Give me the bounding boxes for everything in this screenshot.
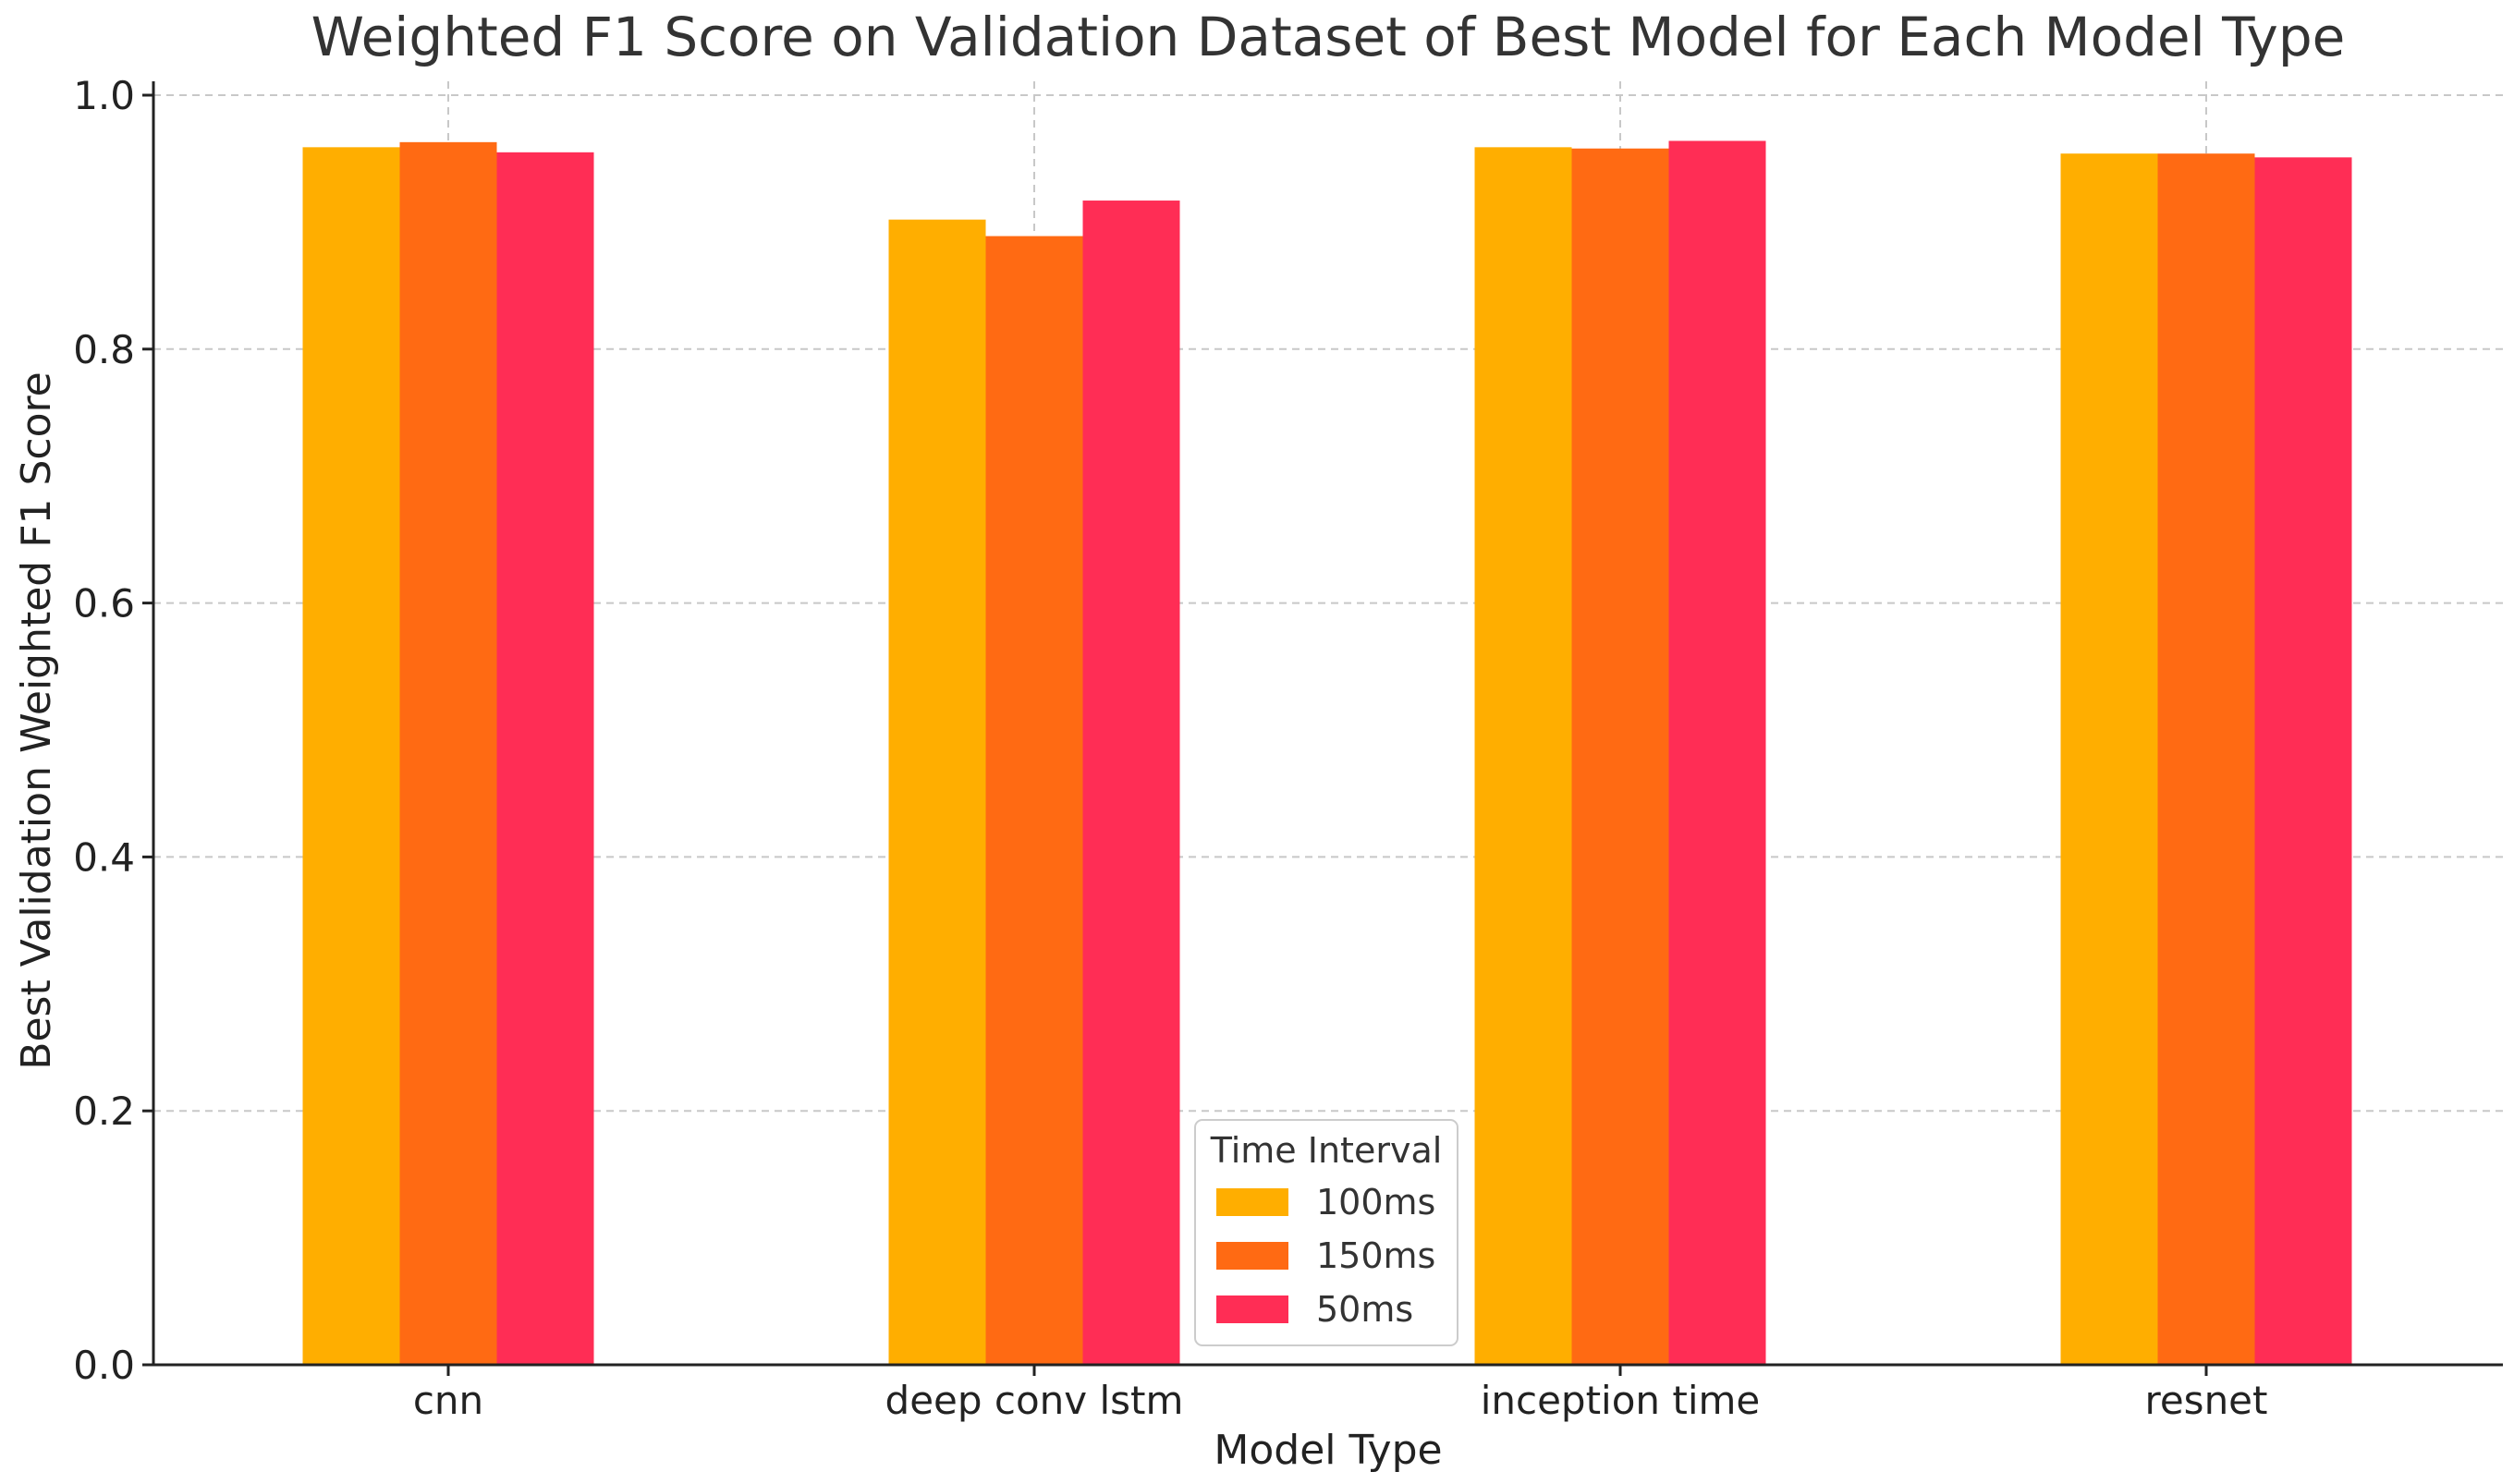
legend-label-100ms: 100ms: [1316, 1182, 1435, 1222]
legend-swatch-100ms: [1216, 1188, 1288, 1216]
y-axis-label: Best Validation Weighted F1 Score: [13, 371, 60, 1069]
legend-swatch-50ms: [1216, 1295, 1288, 1323]
x-tick-label: deep conv lstm: [885, 1378, 1184, 1423]
legend: Time Interval 100ms 150ms 50ms: [1194, 1119, 1458, 1346]
bars: [302, 140, 2352, 1366]
legend-label-150ms: 150ms: [1316, 1235, 1435, 1276]
y-tick-label: 0.2: [73, 1089, 135, 1134]
x-tick-label: cnn: [413, 1378, 483, 1423]
y-tick-label: 0.6: [73, 581, 135, 626]
legend-frame: [1194, 1119, 1458, 1346]
bar-50ms-inception-time: [1668, 140, 1766, 1366]
legend-label-50ms: 50ms: [1316, 1289, 1413, 1330]
bar-50ms-deep-conv-lstm: [1082, 201, 1180, 1366]
legend-title: Time Interval: [1210, 1130, 1443, 1171]
bar-50ms-resnet: [2254, 157, 2352, 1365]
bar-150ms-resnet: [2157, 153, 2255, 1366]
bar-150ms-deep-conv-lstm: [985, 236, 1083, 1365]
bar-150ms-cnn: [399, 141, 497, 1365]
chart-title: Weighted F1 Score on Validation Dataset …: [311, 6, 2346, 68]
y-tick-label: 1.0: [73, 73, 135, 118]
x-tick-label: inception time: [1481, 1378, 1761, 1423]
legend-swatch-150ms: [1216, 1242, 1288, 1270]
bar-150ms-inception-time: [1571, 148, 1669, 1365]
y-tick-label: 0.4: [73, 834, 135, 880]
y-tick-label: 0.8: [73, 327, 135, 372]
y-tick-label: 0.0: [73, 1343, 135, 1388]
x-axis-label: Model Type: [1214, 1427, 1442, 1474]
bar-100ms-deep-conv-lstm: [888, 219, 986, 1366]
bar-100ms-resnet: [2060, 153, 2158, 1366]
bar-50ms-cnn: [496, 152, 594, 1366]
bar-100ms-cnn: [302, 147, 400, 1366]
bar-100ms-inception-time: [1474, 147, 1572, 1366]
axes: [152, 81, 2503, 1367]
x-tick-label: resnet: [2145, 1378, 2268, 1423]
ticks: 0.0 0.2 0.4 0.6 0.8 1.0 cnn deep conv lstm incep…: [73, 73, 2267, 1423]
